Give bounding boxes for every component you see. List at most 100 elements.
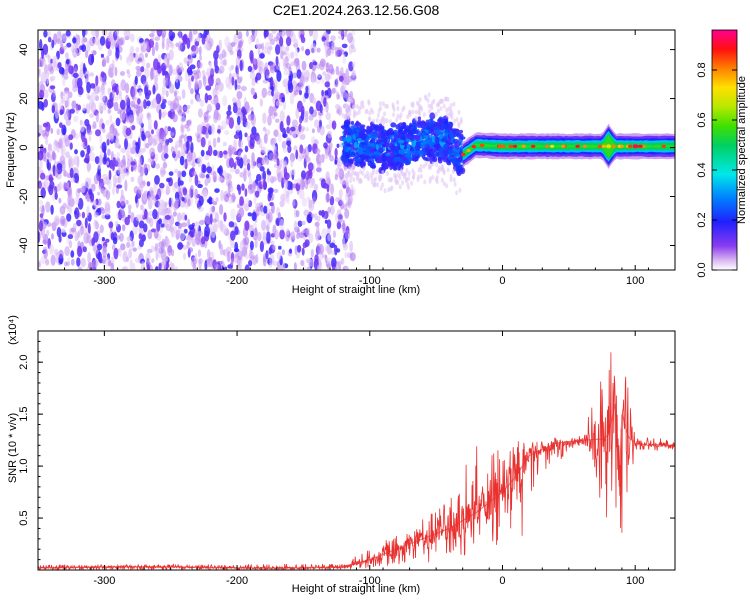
- colorbar-tick-label: 0.8: [696, 62, 708, 77]
- spectrogram-cell: [39, 158, 43, 170]
- spectrogram-cell: [86, 40, 91, 53]
- colorbar-frame: [711, 29, 738, 271]
- spectrogram-cell: [67, 257, 71, 267]
- spectrogram-cell: [317, 125, 321, 133]
- spectrogram-cell: [170, 146, 175, 154]
- spectrogram-cell: [388, 119, 392, 124]
- spectrogram-cell: [167, 245, 173, 254]
- spectrogram-cell: [86, 70, 90, 81]
- spectrogram-cell: [139, 89, 143, 97]
- spectrogram-cell: [250, 157, 256, 169]
- spectrogram-cell: [144, 208, 148, 220]
- spectrogram-cell: [88, 135, 92, 142]
- spectrogram-cell: [68, 134, 74, 141]
- spectrogram-cell: [107, 48, 112, 57]
- spectrogram-cell: [364, 139, 369, 147]
- spectrogram-cell: [447, 149, 454, 154]
- spectrogram-cell: [301, 126, 306, 131]
- spectrogram-cell: [448, 124, 453, 132]
- spectrogram-cell: [329, 155, 335, 162]
- spectrogram-cell: [326, 192, 330, 203]
- spectrogram-cell: [371, 109, 375, 115]
- spectrogram-cell: [52, 55, 59, 67]
- spectrogram-cell: [427, 92, 431, 98]
- spectrogram-cell: [355, 176, 359, 182]
- spectrogram-cell: [319, 60, 325, 71]
- spectrogram-cell: [395, 117, 399, 123]
- spectrogram-cell: [419, 173, 423, 179]
- spectrogram-cell: [575, 144, 580, 148]
- spectrogram-cell: [428, 178, 432, 184]
- spectrogram-cell: [208, 75, 214, 87]
- spectrogram-cell: [120, 200, 125, 206]
- spectrogram-cell: [73, 155, 80, 166]
- spectrogram-cell: [309, 184, 315, 189]
- spectrogram-cell: [402, 105, 406, 111]
- spectrogram-cell: [231, 41, 236, 47]
- spectrogram-cell: [175, 75, 179, 83]
- spectrogram-cell: [191, 170, 197, 177]
- spectrogram-cell: [319, 156, 323, 162]
- spectrogram-cell: [168, 49, 174, 61]
- spectrogram-cell: [53, 139, 58, 152]
- spectrogram-cell: [445, 107, 449, 113]
- colorbar-tick-label: 0.2: [696, 212, 708, 227]
- spectrogram-cell: [436, 102, 440, 108]
- spectrogram-cell: [391, 138, 397, 143]
- spectrogram-cell: [331, 257, 337, 269]
- spectrogram-cell: [161, 112, 167, 118]
- spectrogram-cell: [209, 205, 216, 217]
- spectrogram-cell: [183, 106, 188, 111]
- spectrogram-cell: [245, 121, 251, 129]
- spectrogram-cell: [127, 72, 131, 79]
- spectrogram-cell: [428, 109, 432, 114]
- spectrogram-cell: [180, 146, 187, 157]
- spectrogram-cell: [292, 199, 296, 207]
- spectrogram-cell: [358, 146, 364, 154]
- spectrogram-cell: [38, 261, 41, 268]
- spectrogram-cell: [276, 166, 281, 177]
- spectrogram-cell: [443, 96, 447, 102]
- spectrogram-cell: [156, 30, 162, 35]
- spectrogram-cell: [165, 41, 170, 51]
- spectrogram-cell: [190, 50, 196, 56]
- spectrogram-cell: [437, 156, 443, 161]
- spectrogram-cell: [38, 231, 41, 243]
- spectrogram-cell: [197, 230, 204, 237]
- spectrogram-narrow-band: [461, 123, 675, 169]
- spectrogram-cell: [372, 118, 376, 124]
- snr-background: [38, 331, 675, 570]
- spectrogram-cell: [296, 244, 302, 253]
- spectrogram-cell: [435, 162, 439, 168]
- spectrogram-cell: [194, 41, 200, 47]
- spectrogram-cell: [76, 219, 82, 227]
- spectrogram-cell: [327, 206, 332, 214]
- spectrogram-cell: [66, 42, 72, 48]
- spectrogram-cell: [265, 250, 269, 260]
- spectrogram-cell: [295, 83, 302, 93]
- spectrogram-cell: [120, 147, 127, 154]
- spectrogram-cell: [345, 181, 349, 187]
- spectrogram-cell: [384, 163, 388, 170]
- spectrogram-cell: [422, 112, 426, 118]
- spectrogram-cell: [118, 37, 125, 46]
- spectrogram-cell: [248, 224, 254, 233]
- spectrogram-cell: [107, 68, 112, 77]
- spectrogram-cell: [69, 167, 74, 179]
- spectrogram-cell: [383, 138, 387, 145]
- spectrogram-cell: [197, 61, 203, 69]
- spectrogram-cell: [58, 249, 64, 259]
- spectrogram-cell: [178, 190, 183, 201]
- spectrogram-cell: [255, 37, 260, 49]
- spectrogram-cell: [277, 212, 282, 222]
- spectrogram-cell: [305, 48, 311, 56]
- spectrogram-cell: [268, 247, 272, 255]
- spectrogram-cell: [77, 245, 83, 257]
- spectrogram-cell: [425, 157, 431, 162]
- spectrogram-cell: [382, 120, 385, 126]
- spectrogram-cell: [76, 257, 81, 267]
- spectrogram-cell: [139, 166, 144, 177]
- spectrogram-cell: [344, 166, 347, 172]
- spectrogram-cell: [59, 155, 66, 165]
